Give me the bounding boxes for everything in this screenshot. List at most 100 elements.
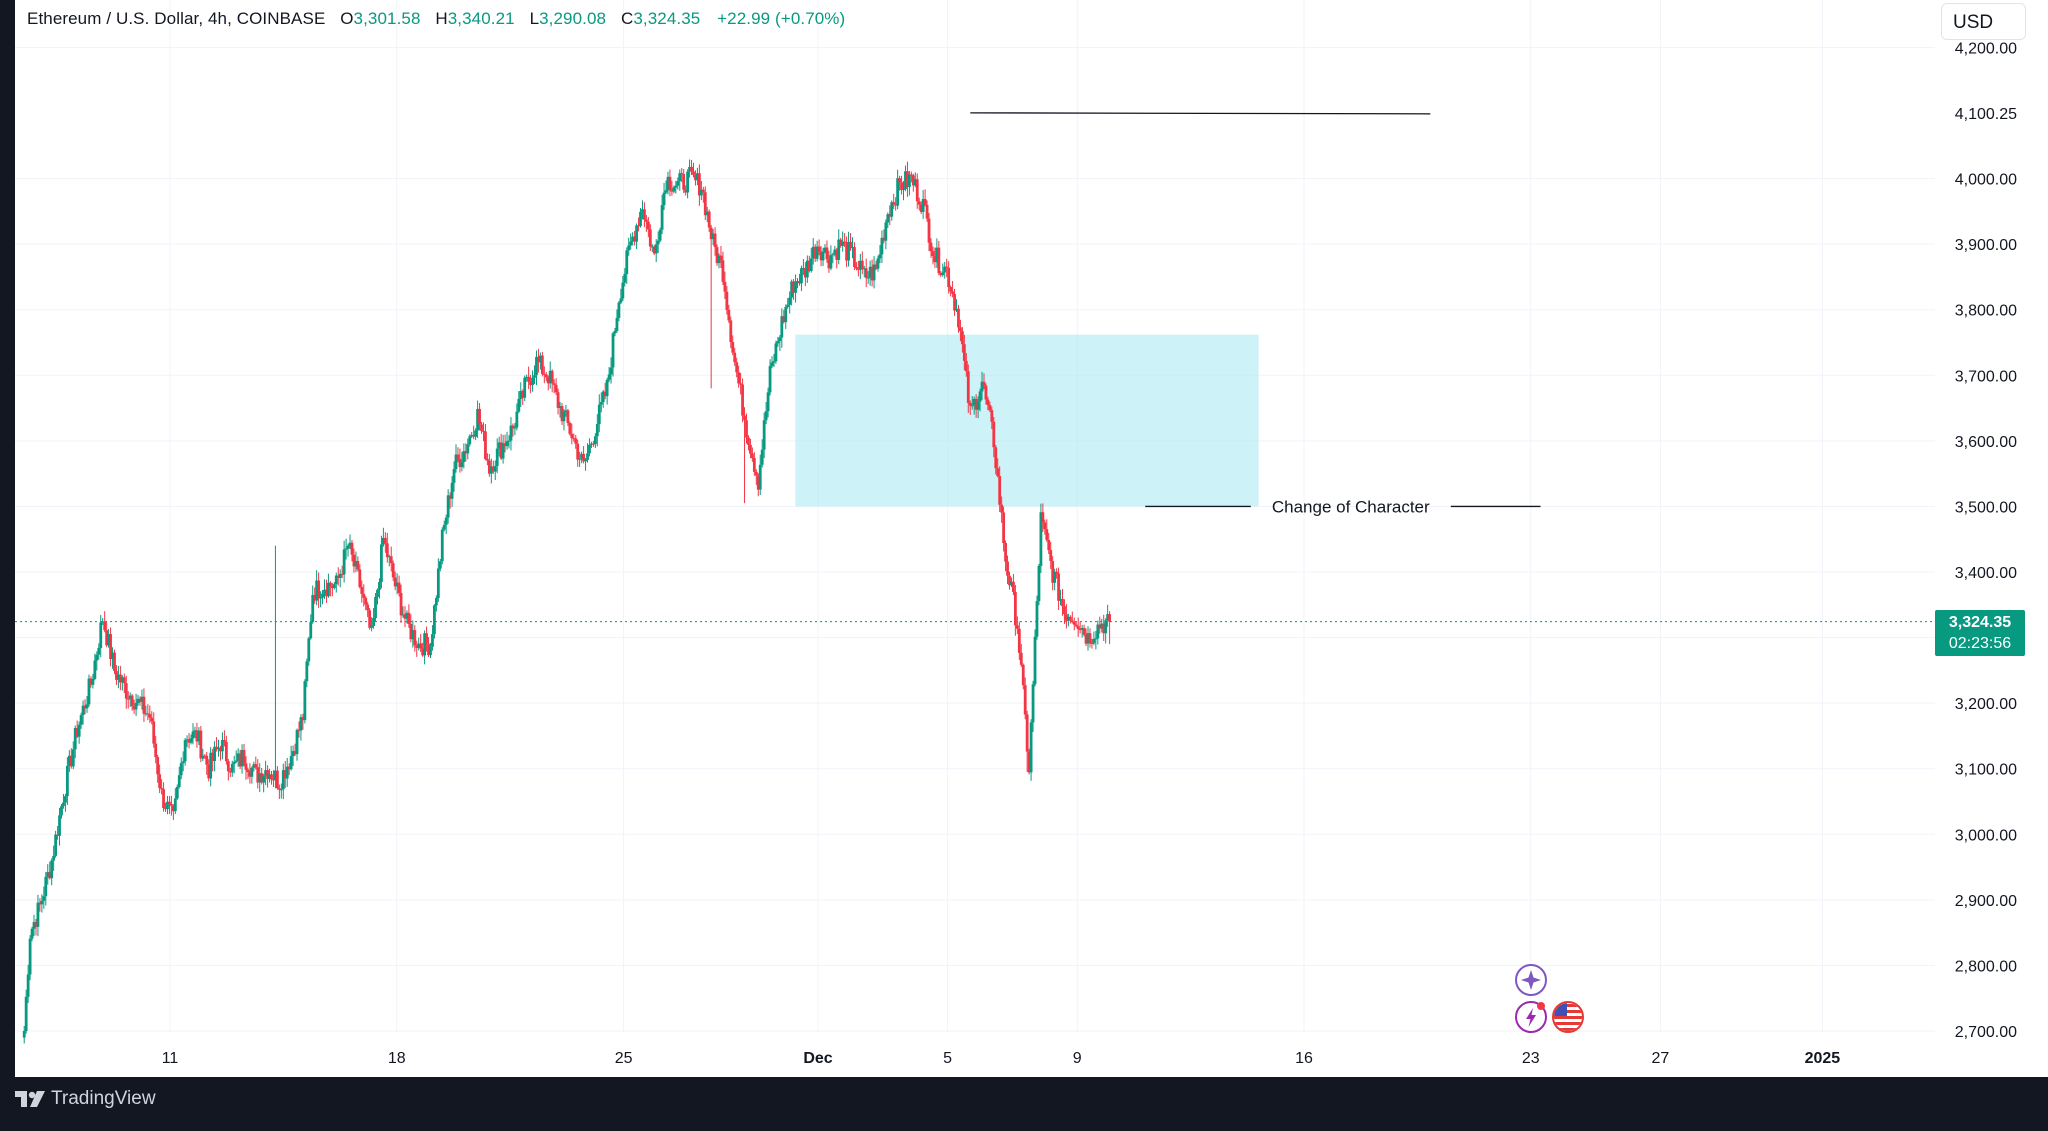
candle-body bbox=[132, 706, 136, 710]
candle-body bbox=[248, 772, 252, 777]
candle-body bbox=[666, 176, 670, 191]
supply-zone-rect[interactable] bbox=[795, 334, 1259, 507]
candle-body bbox=[1027, 751, 1031, 773]
candle-body bbox=[1074, 624, 1078, 627]
candle-body bbox=[152, 721, 156, 744]
candle-body bbox=[586, 453, 589, 460]
candle-body bbox=[60, 806, 63, 816]
candle-body bbox=[921, 199, 925, 212]
candle-body bbox=[682, 174, 686, 190]
candle-body bbox=[28, 938, 32, 975]
candle-body bbox=[291, 751, 295, 757]
candle-body bbox=[935, 247, 939, 263]
time-axis[interactable]: 11 18 25 Dec 5 9 16 23 27 2025 bbox=[162, 1050, 1841, 1067]
candle-body bbox=[966, 371, 970, 403]
candle-body bbox=[845, 242, 848, 261]
candle-body bbox=[219, 747, 222, 752]
candle-body bbox=[223, 739, 226, 742]
candle-body bbox=[1033, 636, 1037, 685]
candle-body bbox=[1021, 664, 1025, 686]
candle-body bbox=[597, 404, 601, 425]
time-tick-label: 2025 bbox=[1805, 1050, 1841, 1067]
candle-body bbox=[65, 765, 69, 797]
candle-body bbox=[890, 202, 894, 217]
candle-body bbox=[860, 260, 864, 270]
candle-body bbox=[870, 266, 874, 281]
candle-body bbox=[1102, 623, 1106, 634]
last-price-badge: 3,324.35 02:23:56 bbox=[1935, 610, 2025, 656]
candle-body bbox=[705, 211, 709, 216]
candle-body bbox=[672, 187, 676, 192]
candle-body bbox=[868, 266, 872, 278]
candle-body bbox=[654, 244, 658, 254]
candle-body bbox=[837, 239, 841, 260]
candle-body bbox=[368, 610, 372, 628]
us-flag-icon[interactable] bbox=[1551, 1000, 1585, 1034]
candle-body bbox=[1008, 575, 1011, 586]
candle-body bbox=[1068, 616, 1072, 621]
candle-body bbox=[162, 789, 165, 809]
candle-body bbox=[193, 730, 197, 732]
lightning-alert-icon[interactable] bbox=[1514, 1000, 1548, 1034]
candle-body bbox=[342, 549, 346, 575]
price-tick-label: 2,900.00 bbox=[1955, 893, 2017, 910]
candle-body bbox=[607, 374, 611, 380]
candle-body bbox=[629, 241, 633, 246]
candle-body bbox=[107, 634, 110, 646]
candle-body bbox=[813, 246, 817, 259]
candle-body bbox=[784, 307, 788, 323]
candle-body bbox=[660, 205, 664, 230]
candle-body bbox=[446, 495, 450, 518]
candle-body bbox=[134, 703, 138, 710]
candle-body bbox=[648, 229, 652, 247]
candle-body bbox=[911, 175, 915, 186]
candle-body bbox=[752, 458, 756, 472]
candle-body bbox=[111, 652, 114, 660]
change-of-character-annotation[interactable]: Change of Character bbox=[1145, 497, 1541, 516]
candle-body bbox=[348, 542, 352, 546]
candle-body bbox=[352, 554, 356, 567]
candle-body bbox=[851, 247, 854, 249]
candle-body bbox=[146, 713, 150, 715]
candle-body bbox=[1104, 620, 1108, 634]
candle-body bbox=[741, 384, 744, 416]
candle-body bbox=[472, 435, 476, 437]
candle-body bbox=[1047, 539, 1051, 551]
candle-body bbox=[315, 580, 319, 601]
candle-body bbox=[856, 268, 860, 270]
sparkle-icon[interactable] bbox=[1514, 963, 1548, 997]
candle-body bbox=[764, 411, 768, 421]
candle-body bbox=[338, 573, 342, 578]
horizontal-lines bbox=[15, 112, 1935, 623]
candle-body bbox=[254, 764, 258, 768]
candle-body bbox=[334, 575, 338, 585]
price-chart[interactable]: Change of Character 2,700.00 2,800.00 2,90… bbox=[15, 0, 2048, 1077]
candle-body bbox=[403, 614, 407, 619]
candle-body bbox=[1065, 614, 1068, 621]
candle-body bbox=[593, 436, 597, 445]
candle-body bbox=[497, 442, 501, 449]
candle-body bbox=[566, 410, 570, 423]
candle-body bbox=[101, 621, 105, 623]
candle-body bbox=[26, 974, 30, 997]
candle-body bbox=[409, 623, 413, 640]
candle-body bbox=[884, 222, 888, 241]
tradingview-logo[interactable]: TradingView bbox=[15, 1088, 156, 1110]
symbol-name[interactable]: Ethereum / U.S. Dollar, 4h, COINBASE bbox=[27, 9, 326, 28]
candle-body bbox=[841, 241, 845, 246]
candle-body bbox=[595, 424, 599, 437]
candle-body bbox=[766, 392, 770, 412]
choch-label[interactable]: Change of Character bbox=[1272, 497, 1430, 516]
candle-body bbox=[803, 268, 807, 278]
double-top-line[interactable] bbox=[970, 112, 1431, 115]
price-axis[interactable]: 2,700.00 2,800.00 2,900.00 3,000.00 3,100.00… bbox=[1955, 40, 2017, 1041]
candle-body bbox=[707, 211, 711, 228]
candle-body bbox=[415, 645, 419, 648]
price-tick-label: 3,700.00 bbox=[1955, 368, 2017, 385]
candle-body bbox=[221, 739, 224, 752]
currency-button[interactable]: USD bbox=[1941, 3, 2026, 40]
bar-countdown: 02:23:56 bbox=[1948, 635, 2012, 652]
candle-body bbox=[234, 760, 238, 762]
candle-body bbox=[385, 543, 389, 558]
candle-body bbox=[115, 671, 118, 680]
